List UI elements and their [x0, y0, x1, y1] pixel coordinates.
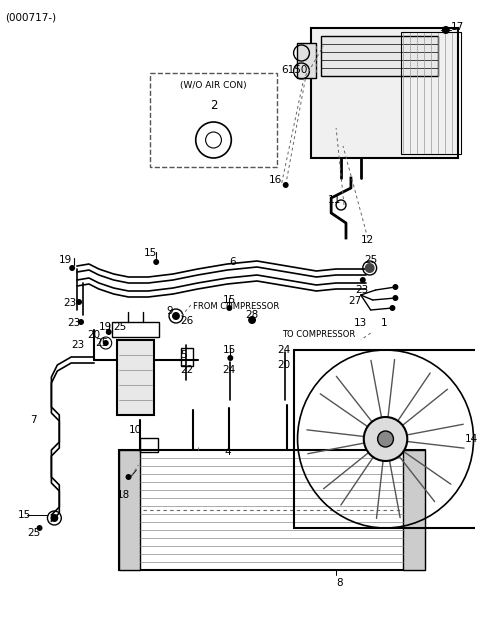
Bar — [403, 450, 425, 570]
Text: 28: 28 — [245, 310, 258, 320]
Text: 7: 7 — [30, 415, 36, 425]
Circle shape — [76, 299, 82, 305]
Bar — [117, 340, 154, 415]
Circle shape — [283, 182, 288, 188]
Circle shape — [365, 263, 375, 273]
Circle shape — [36, 525, 43, 531]
Circle shape — [227, 305, 232, 311]
Text: 12: 12 — [361, 235, 374, 245]
Bar — [385, 438, 403, 452]
Bar — [321, 36, 438, 76]
Text: 15: 15 — [144, 248, 157, 258]
Text: 23: 23 — [67, 318, 81, 328]
Text: 25: 25 — [364, 255, 377, 265]
Text: (W/O AIR CON): (W/O AIR CON) — [180, 81, 247, 90]
Text: (000717-): (000717-) — [5, 12, 56, 22]
Text: 10: 10 — [129, 425, 142, 435]
Circle shape — [364, 417, 407, 461]
Text: 24: 24 — [277, 345, 290, 355]
Text: 25: 25 — [95, 338, 108, 348]
Circle shape — [442, 26, 450, 34]
Text: 23: 23 — [63, 298, 76, 308]
Circle shape — [393, 284, 398, 290]
Text: 9: 9 — [166, 306, 173, 316]
Text: 19: 19 — [99, 322, 112, 332]
Circle shape — [50, 514, 59, 522]
Bar — [297, 43, 316, 78]
Circle shape — [153, 259, 159, 265]
Text: 25: 25 — [114, 322, 127, 332]
Text: 11: 11 — [328, 195, 341, 205]
Text: 5: 5 — [180, 350, 187, 360]
Circle shape — [172, 312, 180, 320]
Circle shape — [106, 329, 112, 335]
Circle shape — [389, 305, 396, 311]
Text: 2: 2 — [210, 99, 217, 112]
Text: 27: 27 — [348, 296, 361, 306]
Text: 15: 15 — [222, 345, 236, 355]
Text: 13: 13 — [354, 318, 367, 328]
Text: TO COMPRESSOR: TO COMPRESSOR — [282, 330, 355, 339]
Text: 15: 15 — [18, 510, 31, 520]
Text: 16: 16 — [269, 175, 282, 185]
Text: 6: 6 — [229, 257, 236, 267]
Circle shape — [228, 355, 233, 361]
Bar — [294, 350, 478, 528]
Bar — [401, 32, 461, 154]
Text: 20: 20 — [277, 360, 290, 370]
Text: 18: 18 — [117, 490, 130, 500]
Bar — [312, 28, 458, 158]
Circle shape — [393, 295, 398, 301]
Bar — [140, 438, 158, 452]
Text: 19: 19 — [60, 255, 72, 265]
Text: 8: 8 — [336, 578, 343, 588]
Bar — [119, 450, 140, 570]
Bar — [181, 348, 193, 366]
Text: 20: 20 — [87, 330, 100, 340]
Circle shape — [126, 474, 132, 480]
Circle shape — [69, 265, 75, 271]
Circle shape — [103, 340, 109, 346]
Circle shape — [78, 319, 84, 325]
Text: 15: 15 — [222, 295, 236, 305]
Text: 17: 17 — [451, 22, 464, 32]
Text: 6150: 6150 — [282, 65, 308, 75]
Text: 14: 14 — [465, 434, 478, 444]
Circle shape — [378, 431, 394, 447]
Text: 1: 1 — [381, 318, 387, 328]
Bar — [112, 322, 159, 337]
Circle shape — [248, 316, 256, 324]
Text: 25: 25 — [28, 528, 41, 538]
Text: 23: 23 — [71, 340, 84, 350]
Text: 4: 4 — [224, 447, 231, 457]
Text: 24: 24 — [222, 365, 236, 375]
Text: 23: 23 — [355, 285, 368, 295]
Text: FROM COMPRESSOR: FROM COMPRESSOR — [193, 302, 279, 311]
Text: 26: 26 — [180, 316, 193, 326]
Text: 22: 22 — [180, 365, 193, 375]
Bar — [119, 450, 425, 570]
Circle shape — [360, 277, 366, 283]
